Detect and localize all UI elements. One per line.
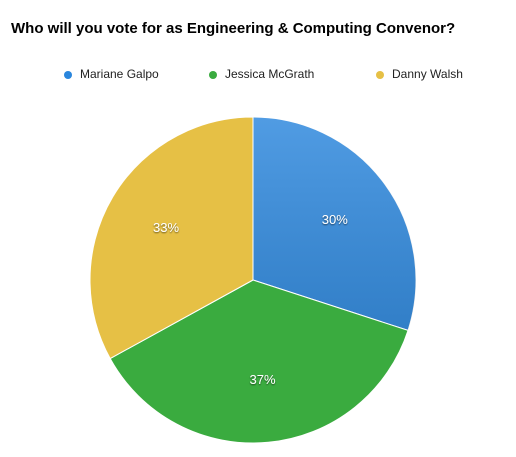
pie: 30% 37% 33% xyxy=(89,116,417,444)
slice-label: 37% xyxy=(249,372,275,387)
legend-label: Danny Walsh xyxy=(392,67,463,81)
pie-slice xyxy=(89,116,254,360)
legend: Mariane Galpo Jessica McGrath Danny Walsh xyxy=(64,67,463,81)
legend-marker xyxy=(64,71,72,79)
slice-label: 33% xyxy=(153,220,179,235)
legend-marker xyxy=(376,71,384,79)
chart-title: Who will you vote for as Engineering & C… xyxy=(11,20,455,37)
slice-label: 30% xyxy=(322,212,348,227)
legend-label: Jessica McGrath xyxy=(225,67,314,81)
legend-label: Mariane Galpo xyxy=(80,67,159,81)
legend-marker xyxy=(209,71,217,79)
pie-slice xyxy=(109,279,409,444)
